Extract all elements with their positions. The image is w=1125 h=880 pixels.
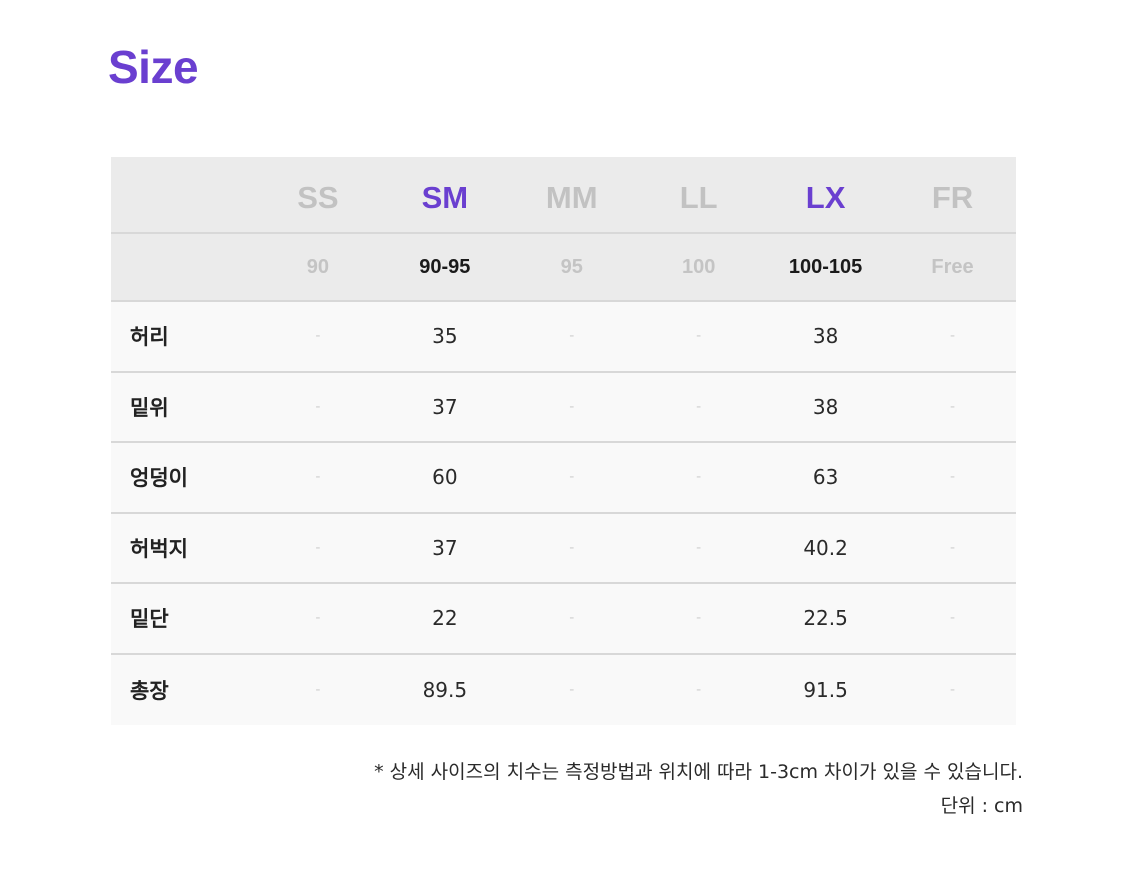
size-code-lx: LX xyxy=(805,179,846,215)
size-range-header-row: 90 90-95 95 100 100-105 Free xyxy=(111,234,1016,302)
size-code-header-row: SS SM MM LL LX FR xyxy=(111,157,1016,234)
table-cell: 38 xyxy=(812,324,839,349)
table-row-rise: 밑위 - 37 - - 38 - xyxy=(111,372,1016,443)
table-cell: - xyxy=(315,469,321,486)
row-label: 엉덩이 xyxy=(130,466,188,491)
table-cell: - xyxy=(696,610,702,627)
table-cell: - xyxy=(696,398,702,415)
table-cell: 37 xyxy=(432,394,458,419)
table-cell: - xyxy=(696,328,702,345)
table-cell: - xyxy=(949,681,956,698)
table-cell: - xyxy=(949,610,956,627)
size-code-ll: LL xyxy=(679,179,718,215)
size-code-ss: SS xyxy=(297,179,339,215)
size-range-fr: Free xyxy=(931,255,974,278)
table-cell: - xyxy=(569,469,575,486)
table-cell: - xyxy=(315,539,321,556)
table-cell: 40.2 xyxy=(803,535,848,560)
table-cell: - xyxy=(315,328,321,345)
size-note: * 상세 사이즈의 치수는 측정방법과 위치에 따라 1-3cm 차이가 있을 … xyxy=(374,755,1023,823)
table-cell: 22 xyxy=(432,606,458,631)
table-row-thigh: 허벅지 - 37 - - 40.2 - xyxy=(111,513,1016,584)
table-cell: - xyxy=(569,539,575,556)
table-cell: - xyxy=(569,328,575,345)
table-cell: - xyxy=(315,610,321,627)
row-label: 총장 xyxy=(130,678,169,703)
table-cell: 63 xyxy=(812,465,839,490)
table-cell: 35 xyxy=(432,324,458,349)
table-cell: - xyxy=(696,681,702,698)
table-cell: - xyxy=(949,469,956,486)
row-label: 밑위 xyxy=(130,395,169,420)
table-cell: 89.5 xyxy=(422,677,468,702)
table-cell: - xyxy=(569,610,575,627)
size-range-ss: 90 xyxy=(306,255,330,278)
row-label: 허벅지 xyxy=(130,536,188,561)
size-range-mm: 95 xyxy=(560,255,583,278)
table-cell: - xyxy=(949,398,956,415)
row-label: 허리 xyxy=(130,325,169,350)
table-cell: - xyxy=(569,681,575,698)
table-cell: - xyxy=(696,469,702,486)
table-row-hip: 엉덩이 - 60 - - 63 - xyxy=(111,443,1016,514)
table-row-waist: 허리 - 35 - - 38 - xyxy=(111,302,1016,373)
table-cell: - xyxy=(949,328,956,345)
table-cell: - xyxy=(315,681,321,698)
size-code-fr: FR xyxy=(931,179,974,215)
table-cell: 37 xyxy=(432,535,458,560)
table-cell: - xyxy=(949,539,956,556)
table-cell: - xyxy=(569,398,575,415)
table-row-total-length: 총장 - 89.5 - - 91.5 - xyxy=(111,654,1016,725)
table-cell: - xyxy=(315,398,321,415)
size-range-ll: 100 xyxy=(681,255,716,278)
row-label: 밑단 xyxy=(130,607,169,632)
table-cell: 38 xyxy=(812,394,839,419)
size-code-mm: MM xyxy=(545,179,598,215)
size-range-sm: 90-95 xyxy=(419,255,471,278)
table-cell: - xyxy=(696,539,702,556)
page-title: Size xyxy=(108,41,199,93)
table-row-hem: 밑단 - 22 - - 22.5 - xyxy=(111,584,1016,655)
table-cell: 60 xyxy=(432,465,458,490)
measurement-disclaimer: * 상세 사이즈의 치수는 측정방법과 위치에 따라 1-3cm 차이가 있을 … xyxy=(374,761,1023,783)
table-cell: 22.5 xyxy=(803,606,848,631)
size-table: SS SM MM LL LX FR 90 90-95 95 100 100-10… xyxy=(111,157,1016,725)
unit-label: 단위 : cm xyxy=(940,795,1023,817)
size-range-lx: 100-105 xyxy=(788,255,863,278)
table-cell: 91.5 xyxy=(803,677,848,702)
size-code-sm: SM xyxy=(421,179,469,215)
